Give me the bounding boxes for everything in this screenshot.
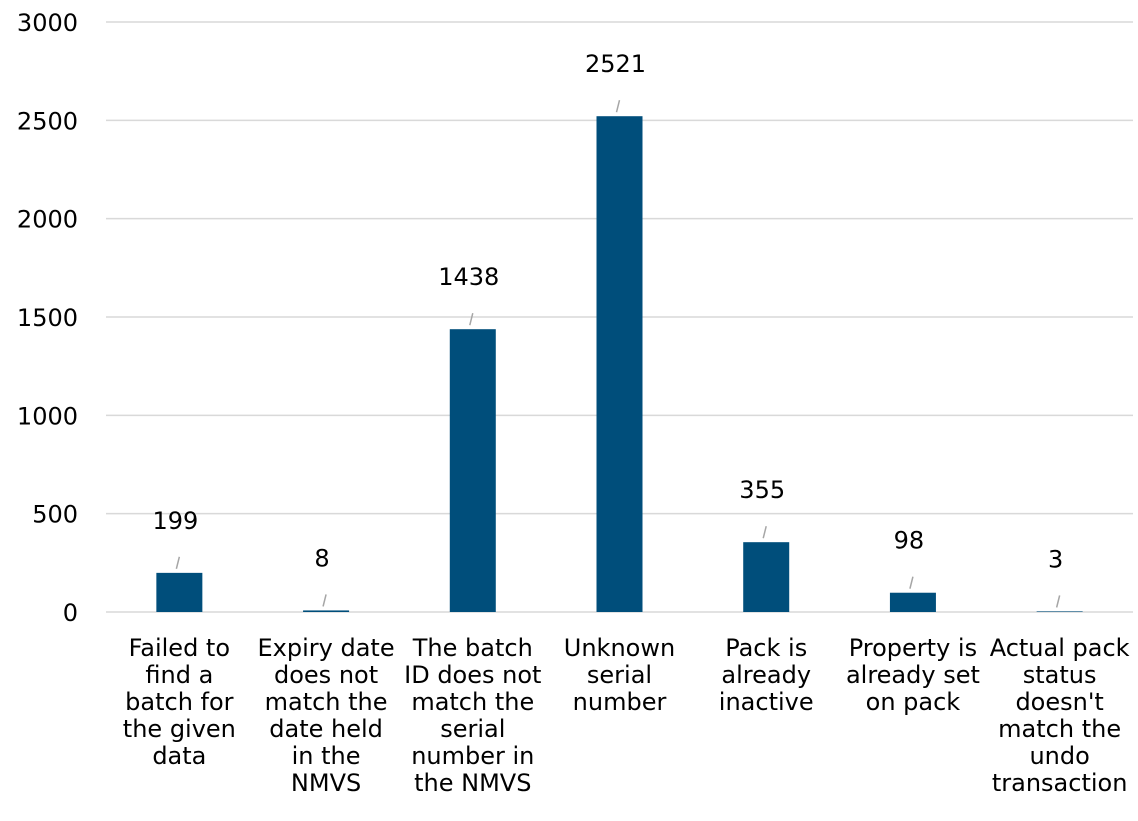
- x-tick-label-line: data: [152, 742, 206, 770]
- x-tick-label-line: ID does not: [404, 661, 541, 689]
- x-tick-label: Unknown serial number: [564, 634, 675, 716]
- x-tick-label-line: Failed to: [129, 634, 230, 662]
- x-tick-label-line: does not: [274, 661, 378, 689]
- x-tick-label: The batch ID does not match the serial numbe…: [404, 634, 541, 797]
- x-tick-label-line: serial: [587, 661, 652, 689]
- bars: [156, 116, 1083, 612]
- bar: [156, 572, 203, 612]
- y-axis: 0 500 1000 1500 2000 2500 3000: [17, 9, 78, 627]
- data-label: 355: [739, 476, 785, 504]
- bar: [449, 329, 496, 612]
- x-tick-label-line: the NMVS: [414, 769, 531, 797]
- bar: [1036, 611, 1083, 612]
- x-tick-label: Expiry date does not match the date held in …: [258, 634, 395, 797]
- x-tick-label-line: on pack: [866, 688, 961, 716]
- data-label: 2521: [585, 50, 646, 78]
- data-label-leaders: [175, 100, 1061, 608]
- data-label-leader: [909, 576, 914, 589]
- x-tick-label-line: number: [573, 688, 667, 716]
- x-tick-label-line: match the: [998, 715, 1121, 743]
- x-tick-label-line: Property is: [849, 634, 977, 662]
- data-label-leader: [615, 100, 621, 113]
- x-tick-label-line: match the: [411, 688, 534, 716]
- x-tick-label-line: Expiry date: [258, 634, 395, 662]
- x-tick-label-line: already: [721, 661, 811, 689]
- x-tick-label-line: date held: [269, 715, 383, 743]
- x-tick-label-line: in the: [292, 742, 361, 770]
- bar: [743, 542, 790, 612]
- x-tick-label-line: status: [1023, 661, 1097, 689]
- x-tick-label: Actual pack status doesn't match the undo tra…: [990, 634, 1130, 797]
- data-labels: 199 8 1438 2521 355 98 3: [152, 50, 1063, 573]
- x-tick-label: Failed to find a batch for the given data: [123, 634, 236, 770]
- x-tick-label-line: already set: [846, 661, 980, 689]
- x-tick-label-line: Actual pack: [990, 634, 1130, 662]
- bar: [303, 610, 350, 612]
- data-label: 98: [894, 527, 925, 555]
- data-label-leader: [762, 526, 767, 539]
- data-label: 3: [1048, 545, 1063, 573]
- x-tick-label-line: the given: [123, 715, 236, 743]
- x-tick-label-line: match the: [265, 688, 388, 716]
- x-tick-label: Pack is already inactive: [719, 634, 814, 716]
- x-tick-label-line: NMVS: [291, 769, 361, 797]
- y-tick-label: 1000: [17, 402, 78, 430]
- data-label-leader: [175, 556, 181, 570]
- x-tick-label-line: number in: [411, 742, 534, 770]
- x-tick-label-line: find a: [145, 661, 213, 689]
- data-label-leader: [1055, 595, 1061, 608]
- bar: [596, 116, 643, 612]
- x-tick-label-line: transaction: [992, 769, 1128, 797]
- y-tick-label: 500: [32, 501, 78, 529]
- x-tick-label-line: batch for: [125, 688, 234, 716]
- y-tick-label: 1500: [17, 304, 78, 332]
- x-axis: Failed to find a batch for the given dataExp…: [123, 634, 1130, 797]
- bar: [889, 592, 936, 612]
- x-tick-label-line: doesn't: [1015, 688, 1103, 716]
- data-label-leader: [469, 313, 474, 326]
- data-label: 1438: [438, 263, 499, 291]
- data-label: 199: [152, 507, 198, 535]
- x-tick-label-line: Pack is: [725, 634, 807, 662]
- y-tick-label: 2000: [17, 206, 78, 234]
- x-tick-label-line: The batch: [412, 634, 533, 662]
- data-label: 8: [314, 544, 329, 572]
- x-tick-label-line: undo: [1029, 742, 1089, 770]
- data-label-leader: [322, 594, 327, 607]
- x-tick-label-line: Unknown: [564, 634, 675, 662]
- y-tick-label: 3000: [17, 9, 78, 37]
- x-tick-label-line: inactive: [719, 688, 814, 716]
- x-tick-label: Property is already set on pack: [846, 634, 980, 716]
- y-tick-label: 0: [63, 599, 78, 627]
- y-tick-label: 2500: [17, 107, 78, 135]
- x-tick-label-line: serial: [440, 715, 505, 743]
